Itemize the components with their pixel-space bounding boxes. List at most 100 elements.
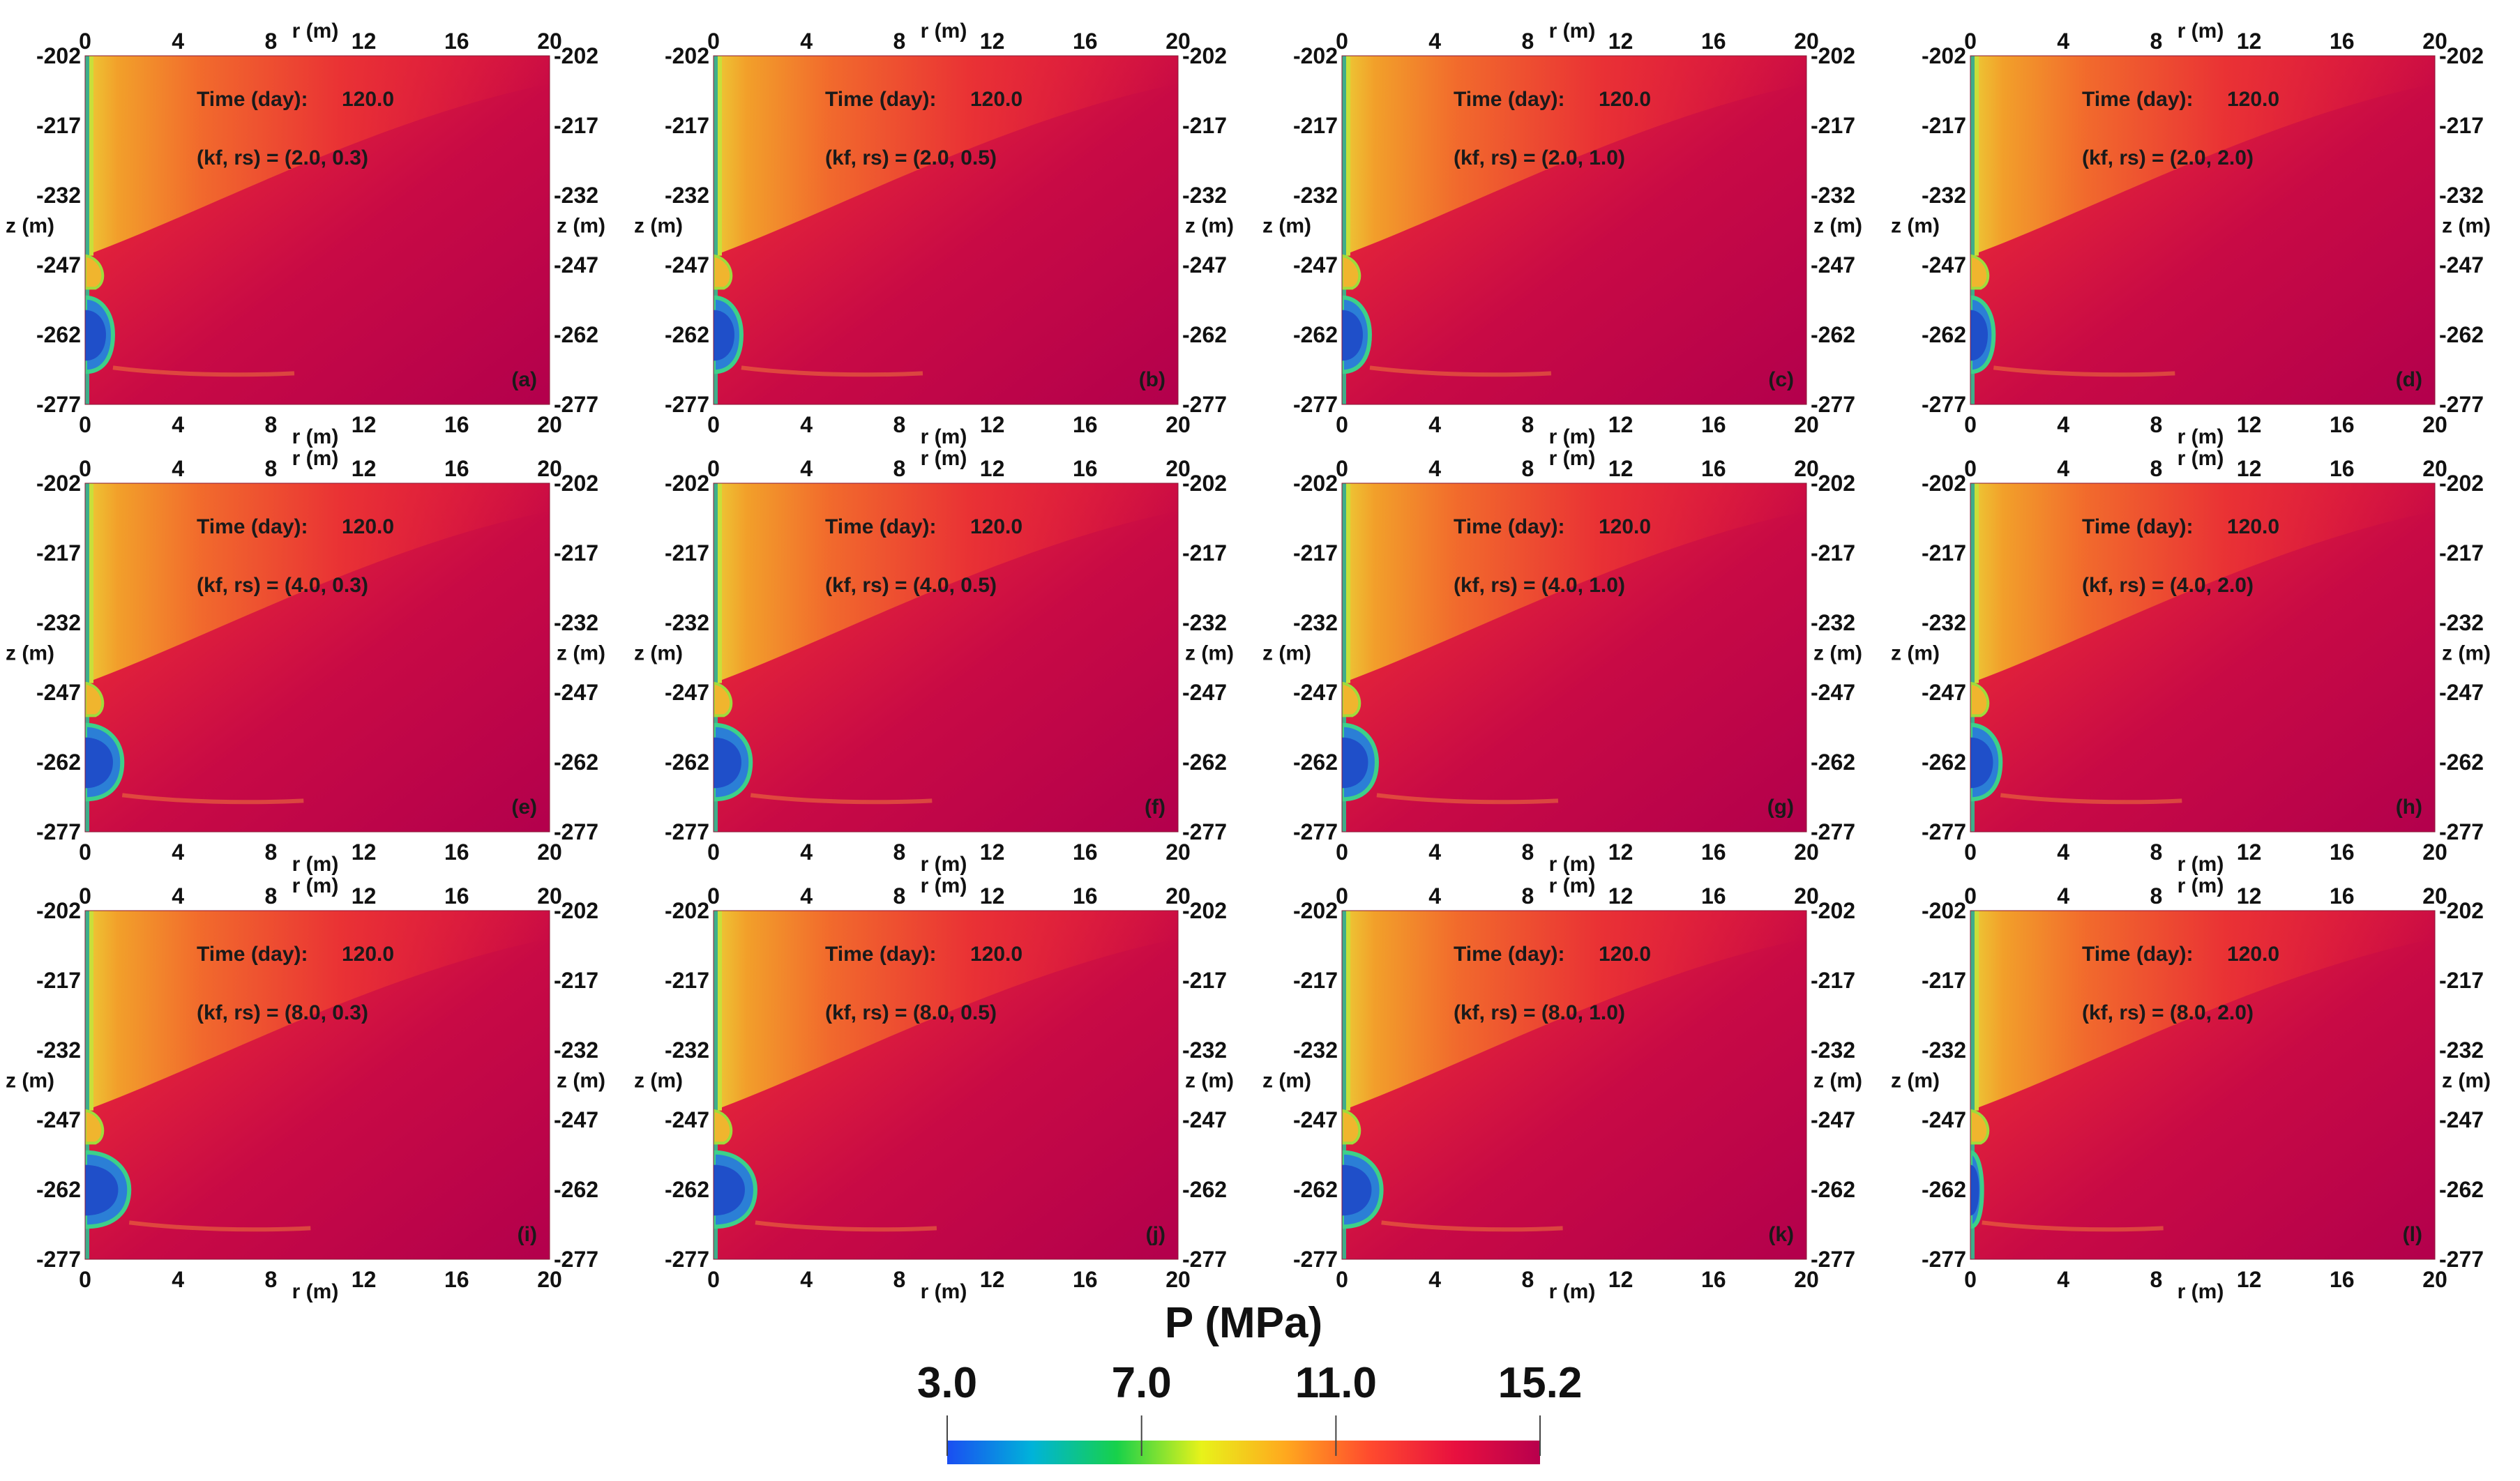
upper-depletion-wedge	[1970, 911, 2435, 1111]
y-tick-left: -217	[1293, 540, 1338, 565]
y-tick-right: -232	[1811, 183, 1855, 208]
fracture-plume	[112, 365, 295, 377]
wellbore-boundary-outer	[1346, 911, 1350, 1111]
x-axis-label-top: r (m)	[2178, 874, 2224, 897]
y-tick-right: -202	[1182, 471, 1227, 496]
x-tick-top: 20	[2422, 883, 2447, 909]
panels-layer: Time (day): 120.0 (kf, rs) = (2.0, 0.3) (a)…	[6, 20, 2491, 1303]
x-tick-bottom: 12	[980, 1267, 1005, 1292]
y-tick-left: -262	[1922, 322, 1966, 347]
x-tick-bottom: 20	[537, 412, 562, 437]
x-tick-bottom: 8	[893, 840, 906, 865]
params-label: (kf, rs) = (2.0, 0.3)	[197, 146, 368, 169]
y-tick-right: -247	[554, 252, 598, 278]
x-axis-label-bottom: r (m)	[921, 853, 967, 876]
y-axis-label-left: z (m)	[6, 641, 54, 664]
x-tick-bottom: 8	[1522, 840, 1534, 865]
time-value: 120.0	[1599, 88, 1651, 111]
x-tick-top: 16	[444, 456, 469, 481]
y-tick-left: -277	[36, 819, 81, 844]
upper-lobe	[1970, 254, 1990, 290]
wellbore-boundary	[714, 56, 718, 404]
y-tick-left: -217	[1293, 113, 1338, 138]
wellbore-boundary-outer	[89, 911, 93, 1111]
x-tick-bottom: 12	[980, 412, 1005, 437]
y-tick-right: -262	[1811, 1177, 1855, 1202]
wellbore-boundary	[1342, 483, 1346, 832]
x-tick-bottom: 20	[1794, 1267, 1819, 1292]
x-tick-bottom: 20	[2422, 412, 2447, 437]
params-label: (kf, rs) = (4.0, 2.0)	[2082, 574, 2254, 597]
y-tick-left: -277	[665, 392, 709, 417]
x-tick-top: 12	[1608, 883, 1634, 909]
y-tick-right: -232	[2439, 183, 2484, 208]
y-tick-right: -262	[2439, 750, 2484, 775]
y-tick-right: -277	[554, 392, 598, 417]
panel-id: (i)	[518, 1223, 537, 1246]
x-tick-bottom: 4	[172, 412, 184, 437]
y-tick-right: -232	[554, 1038, 598, 1063]
y-tick-left: -277	[1922, 819, 1966, 844]
x-tick-top: 4	[800, 456, 813, 481]
time-label: Time (day):	[197, 943, 308, 966]
x-tick-bottom: 20	[1794, 412, 1819, 437]
y-tick-right: -217	[554, 968, 598, 993]
panel-id: (e)	[511, 796, 537, 819]
wellbore-boundary	[85, 911, 89, 1259]
x-tick-bottom: 12	[2237, 840, 2262, 865]
low-pressure-core	[1970, 310, 1988, 361]
x-tick-bottom: 16	[444, 412, 469, 437]
time-value: 120.0	[342, 515, 394, 538]
upper-lobe	[85, 254, 105, 290]
y-tick-right: -217	[1811, 540, 1855, 565]
y-tick-left: -247	[1922, 680, 1966, 705]
y-tick-left: -262	[36, 322, 81, 347]
y-tick-left: -232	[36, 610, 81, 635]
upper-depletion-wedge	[1342, 56, 1806, 256]
x-tick-bottom: 12	[1608, 412, 1634, 437]
time-label: Time (day):	[2082, 88, 2193, 111]
wellbore-boundary-outer	[718, 56, 722, 256]
plot-frame	[713, 483, 1179, 833]
y-tick-left: -232	[1922, 183, 1966, 208]
x-tick-bottom: 16	[1073, 412, 1098, 437]
low-pressure-core	[85, 1164, 119, 1216]
x-axis-label-top: r (m)	[1549, 20, 1596, 43]
panel-b: Time (day): 120.0 (kf, rs) = (2.0, 0.5) (b)…	[634, 20, 1234, 448]
fracture-plume	[1993, 365, 2175, 377]
y-tick-right: -232	[554, 183, 598, 208]
y-tick-left: -247	[36, 1107, 81, 1132]
x-tick-top: 4	[1428, 29, 1441, 54]
panel-h: Time (day): 120.0 (kf, rs) = (4.0, 2.0) (h)…	[1891, 447, 2491, 876]
y-tick-left: -277	[1293, 392, 1338, 417]
low-pressure-core	[714, 737, 741, 789]
x-tick-top: 16	[1701, 456, 1726, 481]
y-tick-right: -217	[1182, 968, 1227, 993]
x-tick-bottom: 16	[2330, 840, 2355, 865]
y-tick-right: -277	[554, 819, 598, 844]
y-tick-right: -247	[554, 680, 598, 705]
wellbore-boundary	[1970, 56, 1975, 404]
x-tick-top: 20	[537, 29, 562, 54]
x-tick-bottom: 20	[537, 840, 562, 865]
x-tick-bottom: 20	[2422, 1267, 2447, 1292]
x-tick-bottom: 4	[800, 840, 813, 865]
y-tick-left: -202	[1922, 471, 1966, 496]
x-tick-top: 20	[537, 456, 562, 481]
x-tick-bottom: 20	[1165, 412, 1191, 437]
panel-f: Time (day): 120.0 (kf, rs) = (4.0, 0.5) (f)…	[634, 447, 1234, 876]
y-tick-right: -247	[2439, 252, 2484, 278]
fracture-plume	[750, 793, 933, 805]
y-tick-left: -232	[1293, 183, 1338, 208]
y-tick-right: -247	[2439, 680, 2484, 705]
x-tick-bottom: 12	[352, 412, 377, 437]
upper-lobe	[1970, 1109, 1990, 1145]
params-label: (kf, rs) = (8.0, 0.5)	[825, 1001, 997, 1024]
wellbore-boundary-outer	[1975, 483, 1979, 683]
y-tick-right: -247	[1811, 1107, 1855, 1132]
panel-l: Time (day): 120.0 (kf, rs) = (8.0, 2.0) (l)…	[1891, 874, 2491, 1303]
x-tick-bottom: 12	[980, 840, 1005, 865]
plot-frame	[84, 55, 550, 405]
upper-depletion-wedge	[1970, 483, 2435, 683]
low-pressure-core	[1970, 737, 1993, 789]
